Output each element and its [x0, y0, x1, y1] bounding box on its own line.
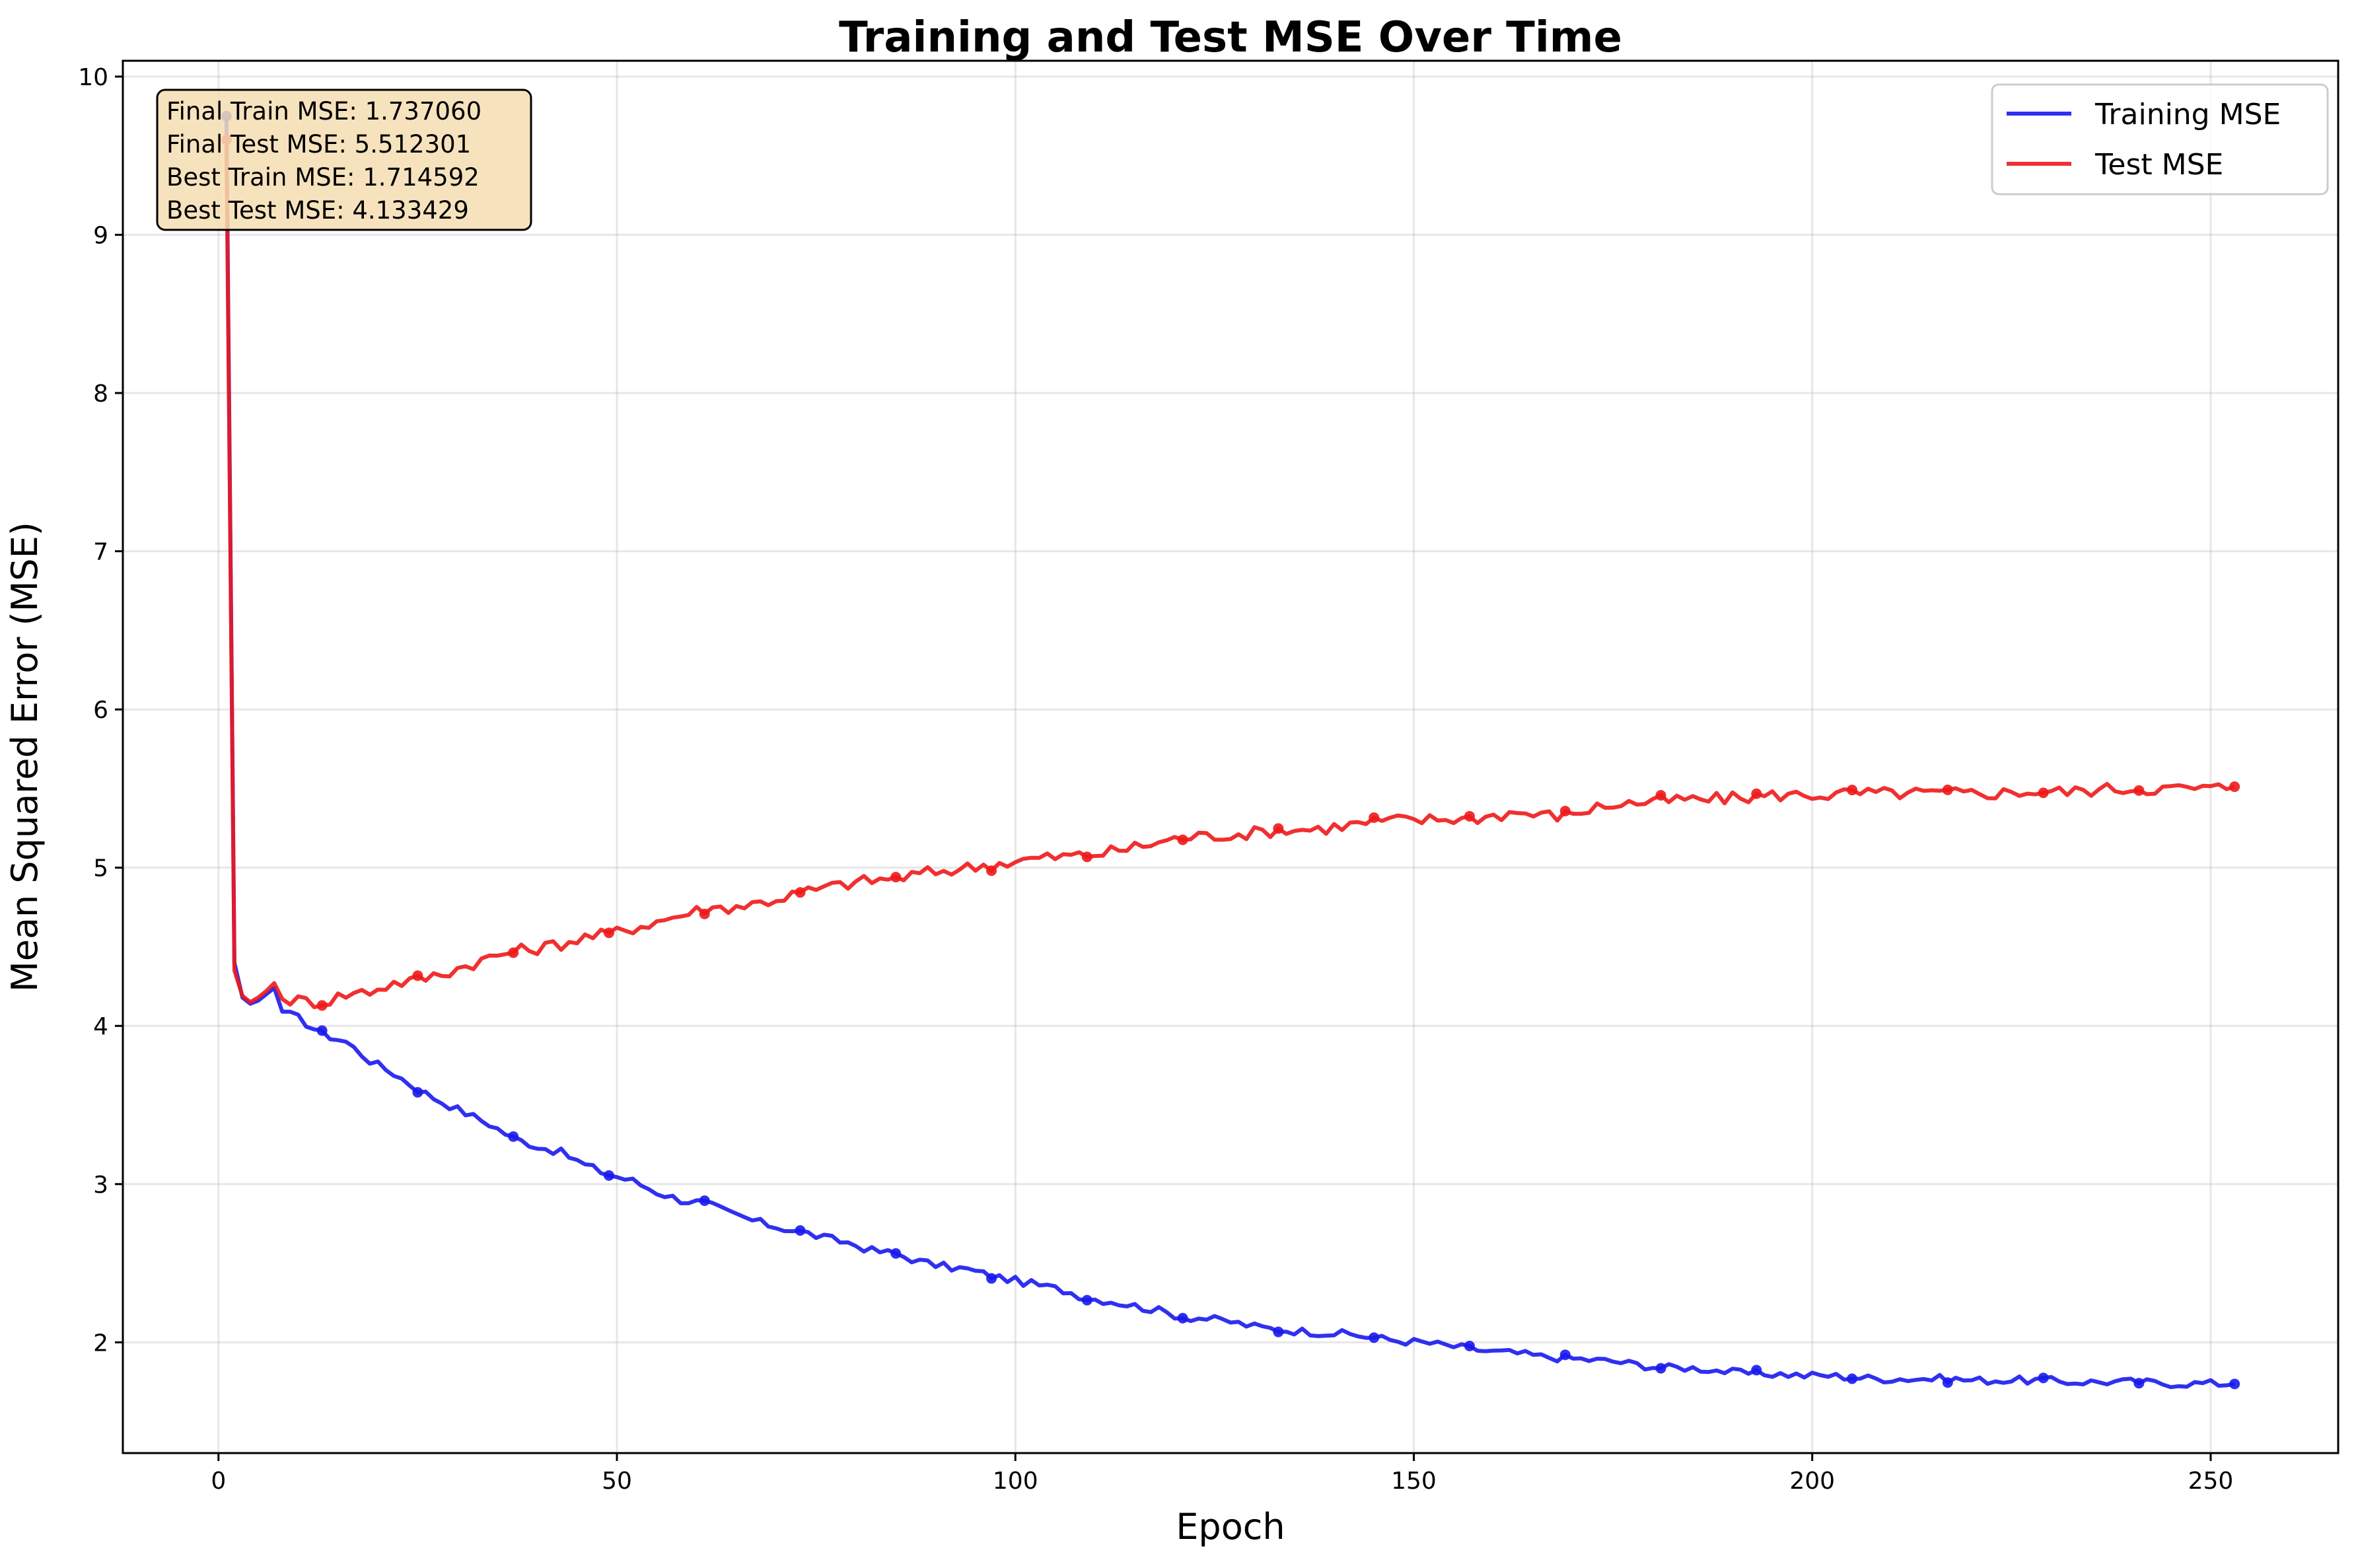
y-tick-label: 5	[93, 855, 108, 882]
series-point-training	[412, 1087, 423, 1098]
y-tick-label: 6	[93, 697, 108, 724]
series-line-test	[224, 139, 2236, 1009]
stats-final-train: Final Train MSE: 1.737060	[166, 97, 482, 125]
y-tick-label: 10	[78, 64, 108, 91]
series-point-training	[1369, 1332, 1380, 1343]
series-point-training	[1464, 1340, 1475, 1351]
y-tick-label: 2	[93, 1330, 108, 1357]
series-point-training	[508, 1131, 519, 1142]
x-tick-label: 200	[1789, 1468, 1835, 1495]
stats-final-test: Final Test MSE: 5.512301	[166, 130, 471, 159]
series-point-test	[1369, 812, 1380, 823]
y-tick-label: 4	[93, 1013, 108, 1040]
y-tick-label: 8	[93, 380, 108, 408]
series-point-test	[316, 1000, 328, 1011]
x-tick-label: 250	[2188, 1468, 2234, 1495]
stats-box: Final Train MSE: 1.737060 Final Test MSE…	[156, 89, 532, 231]
x-axis-label: Epoch	[1176, 1506, 1285, 1548]
plot-frame	[122, 59, 2340, 1454]
series-point-training	[2133, 1378, 2145, 1389]
series-point-training	[1273, 1326, 1284, 1337]
series-point-training	[890, 1248, 902, 1259]
series-point-training	[986, 1273, 997, 1284]
series-point-test	[1081, 851, 1092, 863]
stats-best-train: Best Train MSE: 1.714592	[166, 163, 480, 192]
series-point-training	[1847, 1373, 1858, 1384]
series-point-test	[890, 871, 902, 882]
axis-ticks: 0 50 100 150 200 250 2 3 4 5 6 7 8 9 10	[78, 64, 2233, 1495]
x-tick-label: 100	[993, 1468, 1038, 1495]
chart-title: Training and Test MSE Over Time	[839, 13, 1622, 62]
series-point-training	[1559, 1349, 1571, 1361]
series-point-training	[1751, 1365, 1762, 1376]
series-point-test	[2038, 787, 2049, 799]
series-point-training	[1081, 1295, 1092, 1306]
series-point-test	[2229, 781, 2240, 793]
series-point-training	[2229, 1378, 2240, 1390]
y-tick-label: 9	[93, 223, 108, 250]
series-layer	[221, 110, 2240, 1390]
legend-label-test: Test MSE	[2094, 148, 2223, 182]
series-point-test	[1655, 790, 1666, 801]
series-point-test	[1177, 834, 1188, 845]
series-point-test	[2133, 785, 2145, 796]
legend-label-training: Training MSE	[2094, 98, 2281, 131]
series-point-training	[1177, 1312, 1188, 1324]
series-point-training	[795, 1225, 806, 1236]
series-point-test	[795, 887, 806, 898]
series-point-test	[1464, 810, 1475, 822]
series-point-test	[508, 947, 519, 958]
series-point-test	[1847, 785, 1858, 796]
series-point-training	[1942, 1377, 1953, 1388]
series-point-training	[1655, 1363, 1666, 1374]
series-point-training	[603, 1170, 614, 1181]
grid	[123, 61, 2338, 1453]
x-tick-label: 50	[602, 1468, 632, 1495]
stats-box-frame	[156, 89, 532, 231]
legend-frame	[1991, 83, 2329, 196]
series-point-test	[603, 927, 614, 939]
series-point-training	[316, 1025, 328, 1036]
series-point-test	[1559, 806, 1571, 817]
y-axis-label: Mean Squared Error (MSE)	[4, 522, 46, 992]
stats-best-test: Best Test MSE: 4.133429	[166, 196, 469, 225]
series-point-training	[699, 1195, 710, 1206]
series-line-training	[224, 116, 2235, 1390]
series-point-test	[986, 865, 997, 876]
y-tick-label: 3	[93, 1172, 108, 1199]
x-tick-label: 0	[211, 1468, 226, 1495]
x-tick-label: 150	[1391, 1468, 1437, 1495]
legend: Training MSE Test MSE	[1991, 83, 2329, 196]
series-point-test	[1273, 823, 1284, 834]
series-point-training	[2038, 1372, 2049, 1384]
y-tick-label: 7	[93, 539, 108, 566]
series-point-test	[1751, 788, 1762, 799]
series-point-test	[412, 970, 423, 981]
series-point-test	[699, 908, 710, 919]
series-point-test	[1942, 784, 1953, 795]
